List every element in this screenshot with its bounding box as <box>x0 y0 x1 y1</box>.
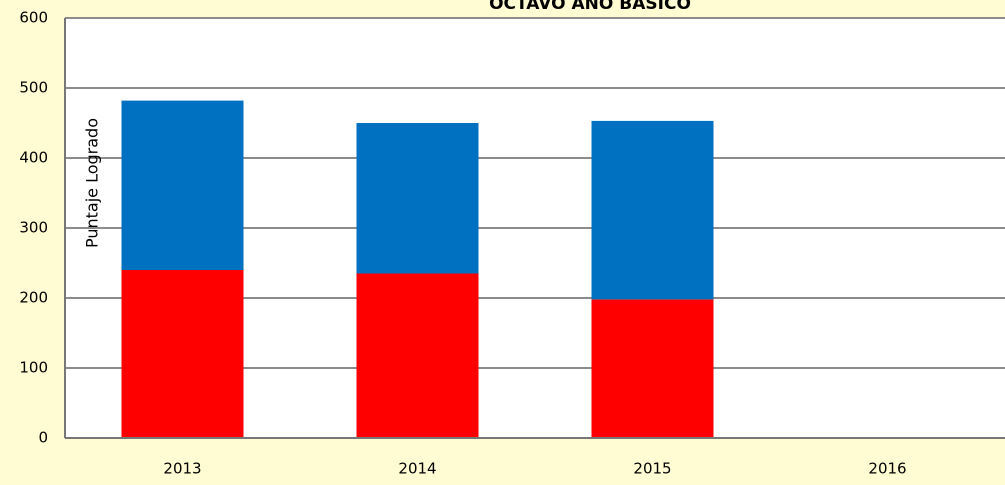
x-tick-label: 2014 <box>398 460 436 478</box>
y-tick-label: 300 <box>19 219 48 237</box>
y-tick-label: 100 <box>19 359 48 377</box>
bar-segment <box>356 123 479 274</box>
chart-title: OCTAVO AÑO BÁSICO <box>489 0 691 14</box>
bar-segment <box>591 120 714 300</box>
x-tick-label: 2016 <box>868 460 906 478</box>
y-axis-label: Puntaje Logrado <box>83 118 102 248</box>
bar-segment <box>356 273 479 438</box>
y-tick-label: 0 <box>38 429 48 447</box>
x-tick-label: 2015 <box>633 460 671 478</box>
y-tick-label: 600 <box>19 9 48 27</box>
bar-segment <box>591 299 714 438</box>
x-tick-label: 2013 <box>163 460 201 478</box>
bars <box>121 100 714 438</box>
bar-segment <box>121 100 244 270</box>
y-tick-label: 400 <box>19 149 48 167</box>
bar-segment <box>121 270 244 438</box>
y-tick-label: 200 <box>19 289 48 307</box>
y-tick-label: 500 <box>19 79 48 97</box>
